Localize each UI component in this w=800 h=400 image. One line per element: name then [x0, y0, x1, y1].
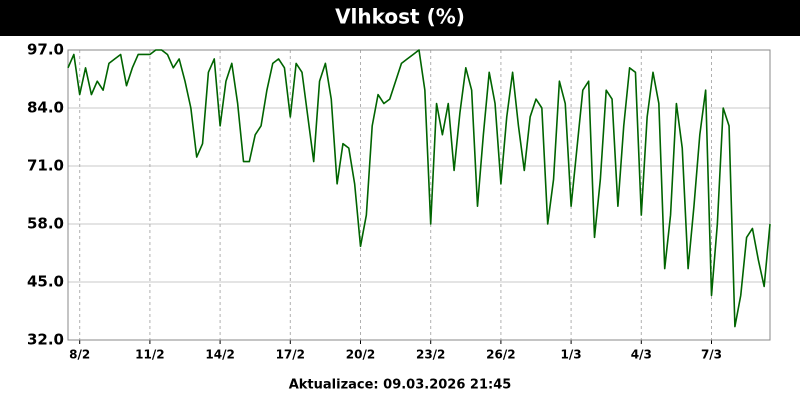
y-tick-label: 84.0 [27, 99, 64, 117]
x-tick-label: 17/2 [276, 348, 305, 362]
x-tick-label: 7/3 [701, 348, 722, 362]
data-line [67, 49, 771, 328]
x-tick-label: 14/2 [205, 348, 234, 362]
y-tick-label: 45.0 [27, 273, 64, 291]
plot-frame [67, 49, 771, 341]
y-tick-label: 71.0 [27, 157, 64, 175]
y-tick-label: 97.0 [27, 41, 64, 59]
x-tick-label: 26/2 [486, 348, 515, 362]
x-tick-label: 11/2 [135, 348, 164, 362]
y-tick-label: 32.0 [27, 331, 64, 349]
title-bar [0, 0, 800, 36]
footer: Aktualizace: 09.03.2026 21:45 [289, 378, 512, 393]
x-tick-label: 20/2 [346, 348, 375, 362]
x-tick-label: 1/3 [561, 348, 582, 362]
x-tick-label: 23/2 [416, 348, 445, 362]
x-tick-label: 8/2 [69, 348, 90, 362]
chart-title: Vlhkost (%) [335, 5, 465, 29]
y-tick-label: 58.0 [27, 215, 64, 233]
x-tick-label: 4/3 [631, 348, 652, 362]
